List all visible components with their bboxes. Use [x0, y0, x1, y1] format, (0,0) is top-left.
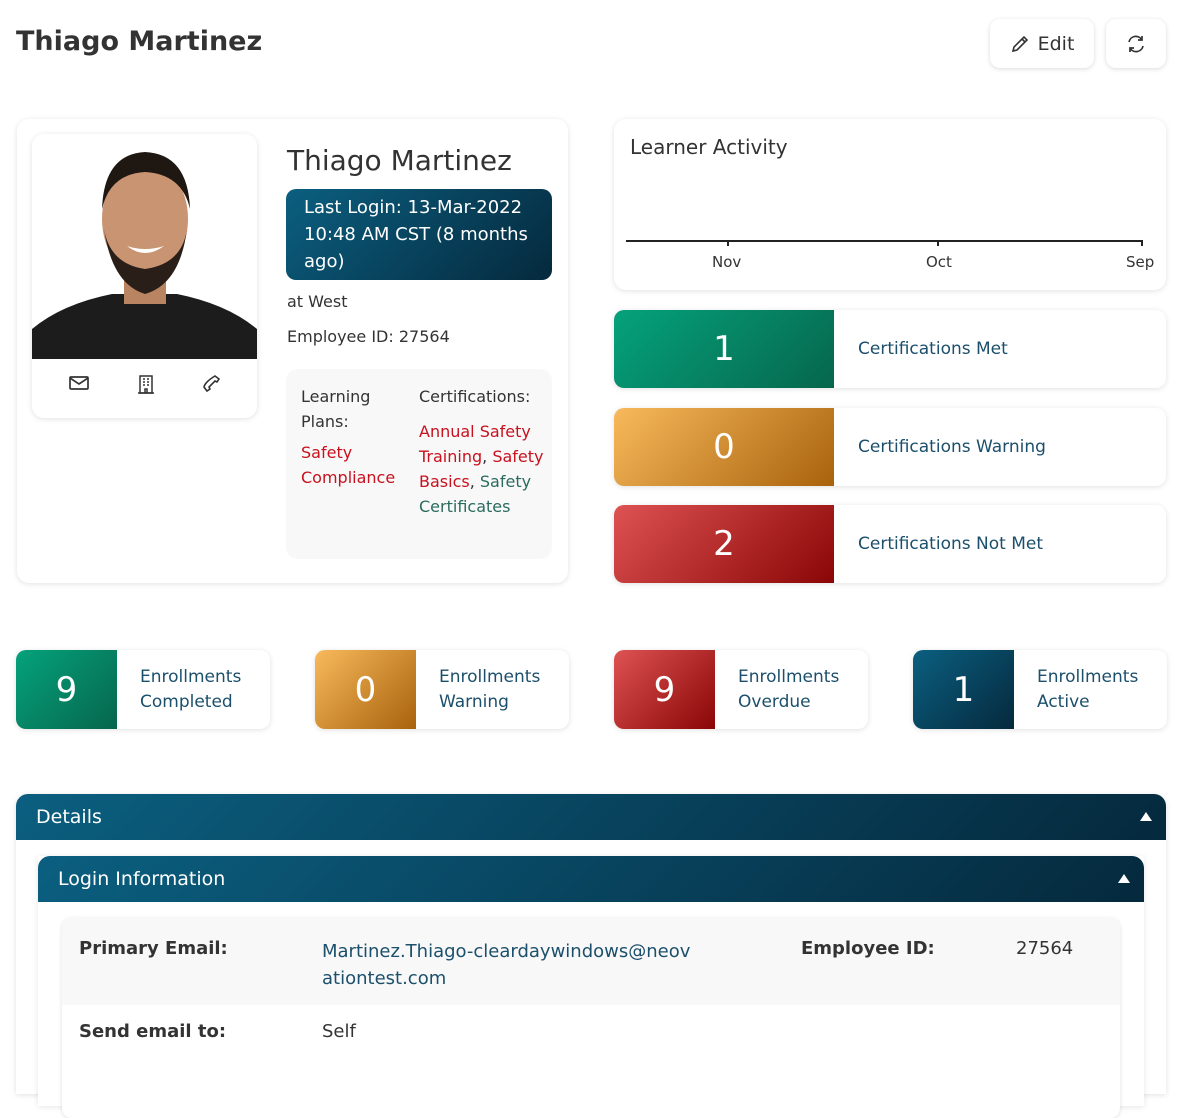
enrollments-overdue-card[interactable]: 9 Enrollments Overdue [614, 650, 868, 729]
login-info-title: Login Information [58, 868, 226, 890]
edit-label: Edit [1037, 32, 1075, 55]
certifications-label: Certifications: [419, 387, 531, 406]
edit-button[interactable]: Edit [990, 19, 1094, 68]
login-info-header[interactable]: Login Information [38, 856, 1144, 902]
enrollment-count: 9 [16, 650, 117, 729]
table-row: Send email to: Self [62, 1005, 1120, 1065]
details-title: Details [36, 806, 102, 828]
learner-activity-card: Learner Activity Nov Oct Sep [614, 119, 1166, 290]
collapse-icon[interactable] [1140, 812, 1152, 821]
enrollment-count: 1 [913, 650, 1014, 729]
field-label: Primary Email: [79, 938, 228, 959]
field-label: Employee ID: [801, 938, 935, 959]
certifications-not-met-card[interactable]: 2 Certifications Not Met [614, 505, 1166, 583]
login-info-table: Primary Email: Martinez.Thiago-cleardayw… [62, 918, 1120, 1118]
primary-email-link[interactable]: Martinez.Thiago-cleardaywindows@neovatio… [322, 941, 691, 989]
envelope-icon[interactable] [68, 374, 90, 392]
enrollment-label: Enrollments Active [1037, 666, 1139, 712]
axis-tick: Nov [712, 253, 742, 271]
cert-label: Certifications Not Met [858, 534, 1043, 554]
field-label: Send email to: [79, 1021, 227, 1042]
last-login-badge: Last Login: 13-Mar-2022 10:48 AM CST (8 … [286, 189, 552, 280]
cert-count: 0 [614, 408, 834, 486]
certifications-warning-card[interactable]: 0 Certifications Warning [614, 408, 1166, 486]
refresh-icon [1128, 35, 1144, 52]
table-row: Primary Email: Martinez.Thiago-cleardayw… [62, 918, 1120, 1005]
enrollment-label: Enrollments Overdue [738, 666, 840, 712]
field-value: Self [322, 1021, 356, 1042]
learning-plans-label: Learning Plans: [301, 387, 371, 431]
activity-axis [626, 240, 1143, 242]
details-header[interactable]: Details [16, 794, 1166, 840]
field-value: 27564 [1016, 938, 1074, 959]
enrollments-active-card[interactable]: 1 Enrollments Active [913, 650, 1167, 729]
profile-name: Thiago Martinez [287, 144, 512, 177]
axis-tick: Oct [926, 253, 952, 271]
enrollment-label: Enrollments Completed [140, 666, 242, 712]
enrollment-count: 0 [315, 650, 416, 729]
cert-count: 2 [614, 505, 834, 583]
collapse-icon[interactable] [1118, 874, 1130, 883]
axis-tick: Sep [1126, 253, 1155, 271]
certification-link[interactable]: Annual Safety Training [419, 422, 531, 466]
cert-count: 1 [614, 310, 834, 388]
phone-icon[interactable] [202, 374, 222, 394]
photo-card [32, 134, 257, 418]
enrollments-completed-card[interactable]: 9 Enrollments Completed [16, 650, 270, 729]
certification-link[interactable]: Safety Certificates [419, 472, 532, 516]
location: at West [287, 292, 348, 311]
profile-photo [32, 134, 257, 359]
learning-plan-link[interactable]: Safety Compliance [301, 443, 396, 487]
pencil-icon [1011, 35, 1028, 52]
enrollments-warning-card[interactable]: 0 Enrollments Warning [315, 650, 569, 729]
cert-label: Certifications Warning [858, 437, 1046, 457]
certification-link[interactable]: Safety Basics [419, 447, 544, 491]
certifications-met-card[interactable]: 1 Certifications Met [614, 310, 1166, 388]
plans-box: Learning Plans: Safety Compliance Certif… [286, 369, 552, 559]
activity-title: Learner Activity [630, 135, 788, 159]
building-icon[interactable] [137, 374, 155, 394]
page-title: Thiago Martinez [16, 26, 263, 57]
refresh-button[interactable] [1106, 19, 1166, 68]
cert-label: Certifications Met [858, 339, 1008, 359]
profile-card: Thiago Martinez Last Login: 13-Mar-2022 … [17, 119, 568, 583]
employee-id: Employee ID: 27564 [287, 327, 450, 346]
enrollment-label: Enrollments Warning [439, 666, 541, 712]
enrollment-count: 9 [614, 650, 715, 729]
